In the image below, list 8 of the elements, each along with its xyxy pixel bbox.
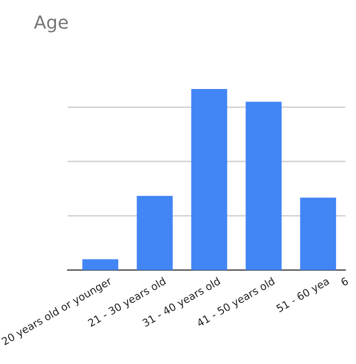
bar xyxy=(246,102,282,270)
bar xyxy=(300,198,336,270)
bar xyxy=(82,259,118,270)
chart-title: Age xyxy=(34,15,68,32)
bar xyxy=(191,89,228,270)
bar xyxy=(136,196,173,270)
x-tick-label: 6 xyxy=(340,276,349,286)
x-tick-label: 51 - 60 yea xyxy=(276,277,330,314)
